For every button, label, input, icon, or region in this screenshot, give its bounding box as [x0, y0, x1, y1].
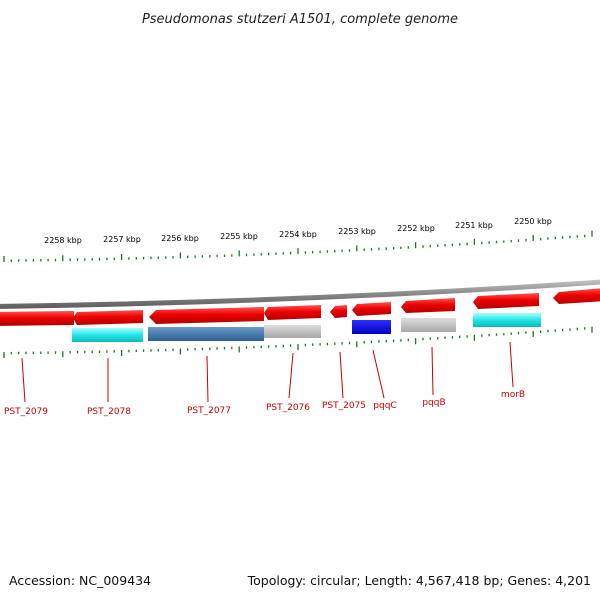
gene-arrow-pqqc[interactable] — [352, 302, 391, 316]
feature-box-pst-2077[interactable] — [148, 327, 264, 341]
scale-label: 2251 kbp — [455, 221, 493, 230]
feature-box-morb[interactable] — [473, 313, 541, 327]
gene-label-morb[interactable]: morB — [501, 390, 525, 400]
gene-arrow-pst-2076[interactable] — [264, 305, 321, 320]
gene-arrow-pst-2075[interactable] — [330, 305, 347, 318]
gene-arrow-next[interactable] — [553, 288, 600, 304]
map-title: Pseudomonas stutzeri A1501, complete gen… — [142, 12, 458, 27]
gene-arrow-pst-2079[interactable] — [0, 311, 74, 326]
scale-labels: 2258 kbp 2257 kbp 2256 kbp 2255 kbp 2254… — [44, 217, 552, 245]
gene-track — [0, 288, 600, 326]
feature-box-pst-2076[interactable] — [264, 325, 321, 338]
feature-track — [72, 313, 541, 342]
accession-text: Accession: NC_009434 — [9, 573, 151, 588]
gene-label-pst-2075[interactable]: PST_2075 — [322, 401, 366, 411]
genome-backbone — [0, 279, 600, 309]
gene-label-pst-2078[interactable]: PST_2078 — [87, 407, 131, 417]
gene-label-pqqc[interactable]: pqqC — [373, 401, 396, 411]
feature-box-pqqb[interactable] — [401, 318, 456, 332]
gene-arrow-pqqb[interactable] — [401, 298, 455, 313]
scale-label: 2252 kbp — [397, 224, 435, 233]
scale-label: 2256 kbp — [161, 234, 199, 243]
gene-label-pst-2076[interactable]: PST_2076 — [266, 403, 310, 413]
inner-scale-ruler — [3, 326, 593, 358]
scale-label: 2258 kbp — [44, 236, 82, 245]
scale-label: 2255 kbp — [220, 232, 258, 241]
gene-arrow-morb[interactable] — [473, 293, 539, 309]
gene-labels: PST_2079 PST_2078 PST_2077 PST_2076 PST_… — [4, 390, 525, 417]
scale-label: 2250 kbp — [514, 217, 552, 226]
scale-label: 2254 kbp — [279, 230, 317, 239]
gene-arrow-pst-2077[interactable] — [149, 307, 264, 324]
topology-text: Topology: circular; Length: 4,567,418 bp… — [247, 573, 591, 588]
scale-label: 2257 kbp — [103, 235, 141, 244]
feature-box-pqqc[interactable] — [352, 320, 391, 334]
gene-label-pst-2077[interactable]: PST_2077 — [187, 406, 231, 416]
feature-box-pst-2078[interactable] — [72, 328, 143, 342]
label-leader-lines — [21, 341, 514, 403]
gene-arrow-pst-2078[interactable] — [73, 310, 143, 325]
gene-label-pqqb[interactable]: pqqB — [422, 398, 445, 408]
outer-scale-ruler — [3, 230, 593, 262]
scale-label: 2253 kbp — [338, 227, 376, 236]
gene-label-pst-2079[interactable]: PST_2079 — [4, 407, 48, 417]
